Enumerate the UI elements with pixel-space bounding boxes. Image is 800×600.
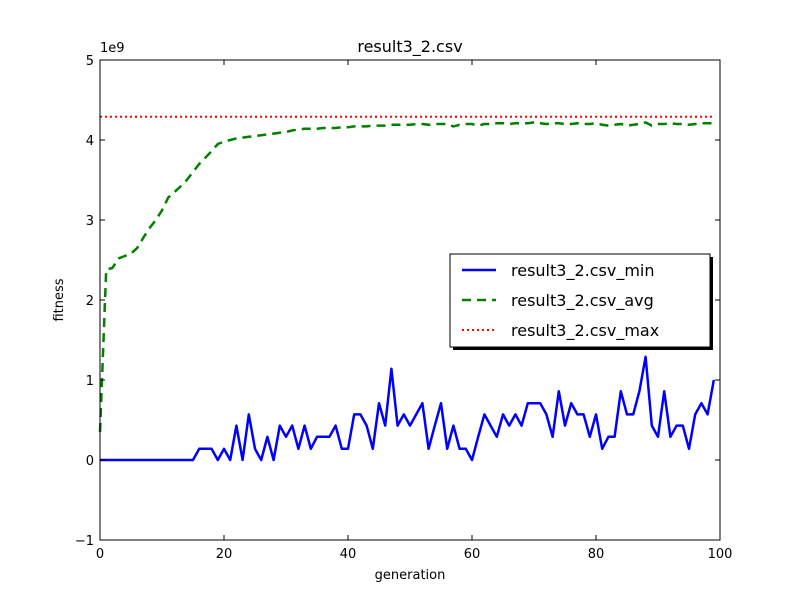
series-line-result3_2.csv_min [100,355,716,462]
y-tick-label: −1 [75,534,94,549]
y-tick-label: 0 [86,454,94,469]
legend-label-result3_2.csv_max: result3_2.csv_max [511,321,659,341]
y-multiplier-label: 1e9 [100,41,125,56]
x-tick-label: 60 [464,547,481,562]
legend: result3_2.csv_min result3_2.csv_avgresult… [449,253,713,350]
series-layer [98,115,716,462]
series-line-result3_2.csv_avg [98,121,714,433]
y-tick-label: 2 [86,294,94,309]
legend-items: result3_2.csv_min result3_2.csv_avgresult… [462,261,659,341]
y-axis-label: fitness [52,278,67,321]
chart-title: result3_2.csv [357,37,462,57]
legend-label-result3_2.csv_avg: result3_2.csv_avg [511,291,654,311]
x-tick-label: 0 [96,547,104,562]
y-tick-label: 3 [86,214,94,229]
x-tick-label: 100 [708,547,733,562]
y-tick-label: 4 [86,134,94,149]
legend-label-result3_2.csv_min: result3_2.csv_min [511,261,654,281]
x-tick-label: 40 [340,547,357,562]
x-tick-label: 80 [588,547,605,562]
x-tick-label: 20 [216,547,233,562]
y-tick-label: 5 [86,54,94,69]
x-axis-label: generation [375,568,446,583]
y-tick-label: 1 [86,374,94,389]
